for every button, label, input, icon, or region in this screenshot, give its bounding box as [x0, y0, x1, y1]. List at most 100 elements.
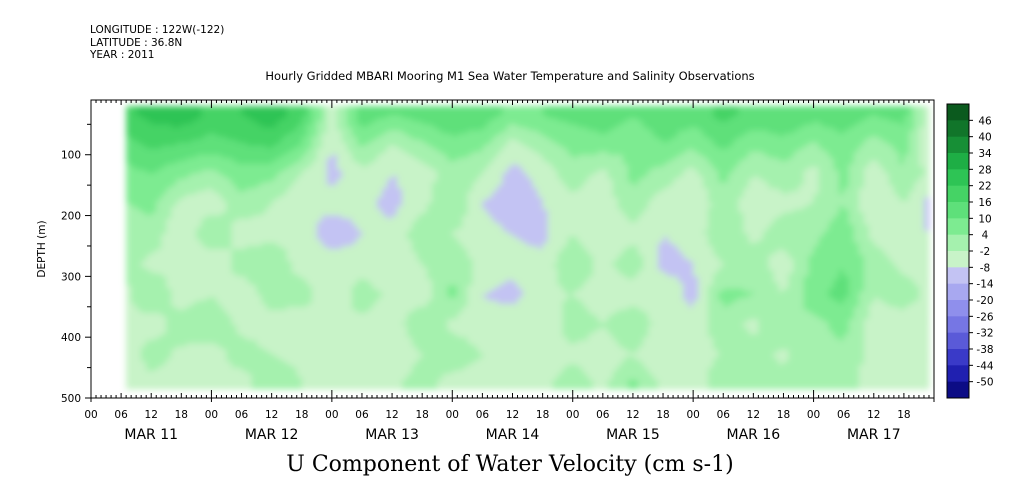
heatmap-cell	[206, 379, 213, 384]
heatmap-cell	[186, 279, 192, 284]
heatmap-cell	[201, 227, 208, 232]
heatmap-cell	[186, 130, 192, 135]
heatmap-cell	[176, 148, 182, 153]
heatmap-cell	[126, 258, 132, 262]
heatmap-cell	[161, 191, 167, 195]
heatmap-cell	[156, 252, 162, 256]
heatmap-cell	[211, 118, 218, 122]
heatmap-cell	[211, 267, 218, 271]
heatmap-cell	[176, 236, 182, 241]
heatmap-cell	[126, 249, 132, 253]
heatmap-cell	[191, 127, 197, 132]
heatmap-cell	[186, 224, 192, 229]
heatmap-cell	[141, 321, 147, 326]
heatmap-cell	[141, 218, 147, 223]
heatmap-cell	[151, 370, 157, 375]
latitude-label: LATITUDE : 36.8N	[90, 36, 183, 49]
heatmap-cell	[161, 315, 167, 320]
heatmap-cell	[206, 163, 213, 168]
heatmap-cell	[171, 276, 177, 281]
heatmap-cell	[161, 255, 167, 259]
heatmap-cell	[196, 328, 202, 332]
heatmap-cell	[151, 142, 157, 147]
heatmap-cell	[201, 303, 208, 308]
heatmap-cell	[171, 352, 177, 357]
heatmap-cell	[141, 373, 147, 378]
heatmap-cell	[141, 358, 147, 363]
heatmap-cell	[171, 109, 177, 113]
heatmap-cell	[186, 337, 192, 341]
heatmap-cell	[141, 124, 147, 128]
heatmap-cell	[186, 245, 192, 250]
heatmap-cell	[216, 249, 223, 253]
heatmap-cell	[216, 258, 223, 262]
heatmap-cell	[131, 127, 137, 132]
heatmap-cell	[181, 385, 187, 390]
heatmap-cell	[146, 245, 152, 250]
heatmap-cell	[206, 276, 213, 281]
heatmap-cell	[146, 373, 152, 378]
heatmap-cell	[351, 385, 358, 390]
heatmap-cell	[176, 221, 182, 226]
heatmap-cell	[151, 242, 157, 247]
heatmap-cell	[126, 352, 132, 357]
heatmap-cell	[186, 106, 192, 110]
heatmap-cell	[171, 255, 177, 259]
heatmap-cell	[191, 227, 197, 232]
heatmap-cell	[156, 373, 162, 378]
heatmap-cell	[191, 191, 197, 195]
heatmap-cell	[206, 106, 213, 110]
heatmap-cell	[171, 382, 177, 387]
heatmap-cell	[271, 385, 278, 390]
heatmap-cell	[176, 343, 182, 347]
heatmap-cell	[151, 160, 157, 165]
heatmap-cell	[141, 227, 147, 232]
heatmap-cell	[216, 142, 223, 147]
heatmap-cell	[151, 343, 157, 347]
heatmap-cell	[211, 160, 218, 165]
heatmap-cell	[161, 331, 167, 335]
heatmap-cell	[171, 224, 177, 229]
heatmap-cell	[131, 172, 137, 177]
heatmap-cell	[181, 258, 187, 262]
heatmap-cell	[191, 261, 197, 265]
heatmap-cell	[196, 288, 202, 293]
heatmap-cell	[151, 127, 157, 132]
heatmap-cell	[136, 352, 142, 357]
heatmap-cell	[166, 203, 172, 208]
heatmap-cell	[126, 148, 132, 153]
heatmap-cell	[126, 315, 132, 320]
heatmap-cell	[201, 112, 208, 116]
heatmap-cell	[146, 157, 152, 162]
heatmap-cell	[126, 197, 132, 201]
heatmap-cell	[156, 151, 162, 156]
heatmap-cell	[136, 264, 142, 268]
heatmap-cell	[126, 209, 132, 214]
heatmap-cell	[151, 233, 157, 238]
heatmap-cell	[211, 227, 218, 232]
heatmap-cell	[136, 328, 142, 332]
heatmap-cell	[186, 127, 192, 132]
heatmap-cell	[136, 218, 142, 223]
heatmap-cell	[206, 364, 213, 369]
heatmap-cell	[211, 355, 218, 360]
heatmap-cell	[131, 288, 137, 293]
heatmap-cell	[181, 142, 187, 147]
heatmap-cell	[166, 355, 172, 360]
heatmap-cell	[126, 279, 132, 284]
heatmap-cell	[161, 227, 167, 232]
heatmap-cell	[186, 145, 192, 150]
heatmap-cell	[196, 337, 202, 341]
heatmap-cell	[211, 191, 218, 195]
heatmap-cell	[191, 300, 197, 305]
heatmap-cell	[176, 160, 182, 165]
heatmap-cell	[146, 349, 152, 353]
heatmap-cell	[201, 242, 208, 247]
heatmap-cell	[136, 385, 142, 390]
heatmap-cell	[136, 239, 142, 244]
heatmap-cell	[156, 294, 162, 299]
heatmap-cell	[166, 249, 172, 253]
heatmap-cell	[146, 270, 152, 274]
heatmap-cell	[126, 358, 132, 363]
heatmap-cell	[211, 334, 218, 338]
